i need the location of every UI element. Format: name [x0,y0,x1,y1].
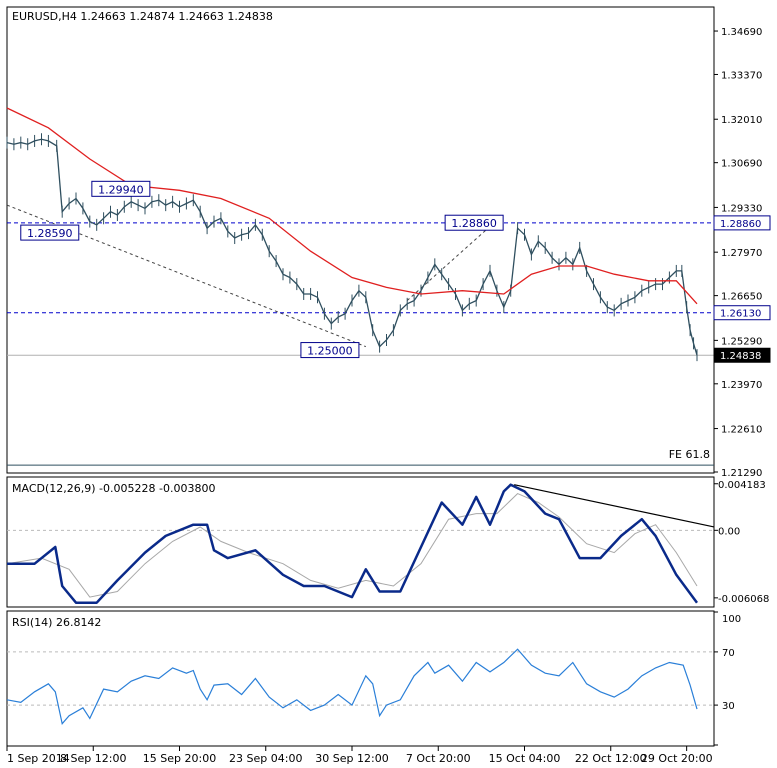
price-tick-label: 1.26650 [721,292,762,303]
time-tick-label: 15 Sep 20:00 [143,752,216,765]
time-tick-label: 8 Sep 12:00 [60,752,126,765]
price-annotation-box [91,180,151,197]
time-tick-label: 1 Sep 2014 [7,752,70,765]
price-tick-label: 1.21290 [721,468,762,479]
price-annotation-label: 1.28860 [451,217,497,230]
level-tag-label: 1.26130 [720,309,761,320]
time-tick-label: 30 Sep 12:00 [315,752,388,765]
macd-line [7,483,699,604]
price-annotation-box [300,342,360,359]
price-layer: 1.28860 1.26130 1.24838 1.29940 1.28590 1.288… [6,107,771,466]
rsi-tick-label: 70 [722,648,735,659]
price-tick-label: 1.23970 [721,380,762,391]
level-tag [713,305,771,321]
fe-label: FE 61.8 [669,448,710,461]
price-annotation-box [20,224,80,241]
rsi-panel-frame [6,610,715,747]
macd-signal-line [6,493,698,598]
price-tick-label: 1.30690 [721,159,762,170]
price-tick-label: 1.27970 [721,248,762,259]
price-axis-ticks: 1.34690 1.33370 1.32010 1.30690 1.29330 1.279… [714,27,762,479]
macd-trend-line [514,484,715,528]
rsi-tick-label: 100 [722,614,741,625]
price-annotation-box [444,214,504,231]
rsi-layer: 100 70 30 [6,611,741,746]
price-tick-label: 1.33370 [721,70,762,81]
trend-line [6,204,366,348]
time-tick-label: 23 Sep 04:00 [229,752,302,765]
price-tick-label: 1.29330 [721,203,762,214]
price-annotation-label: 1.28590 [27,227,73,240]
price-tick-label: 1.22610 [721,425,762,436]
price-tick-label: 1.25290 [721,336,762,347]
time-tick-label: 22 Oct 12:00 [575,752,647,765]
time-tick-label: 15 Oct 04:00 [489,752,561,765]
macd-panel-frame [6,476,715,608]
rsi-tick-label: 30 [722,701,735,712]
price-tick-label: 1.34690 [721,27,762,38]
price-annotation-label: 1.25000 [307,345,353,358]
macd-tick-label: 0.004183 [718,480,766,491]
level-tag [713,215,771,231]
time-tick-label: 29 Oct 20:00 [641,752,713,765]
rsi-title: RSI(14) 26.8142 [12,616,101,629]
price-title: EURUSD,H4 1.24663 1.24874 1.24663 1.2483… [12,10,273,23]
macd-tick-label: 0.00 [718,526,740,537]
price-annotation-label: 1.29940 [98,183,144,196]
price-tick-label: 1.32010 [721,115,762,126]
macd-layer: 0.004183 0.00 -0.006068 [6,480,769,605]
time-tick-label: 7 Oct 20:00 [406,752,471,765]
level-tag-label: 1.28860 [720,219,761,230]
macd-title: MACD(12,26,9) -0.005228 -0.003800 [12,482,215,495]
trend-line [406,221,496,301]
price-panel-frame [6,6,715,474]
macd-tick-label: -0.006068 [718,594,769,605]
level-tag-label: 1.24838 [720,351,761,362]
level-tag [713,347,771,363]
rsi-line [6,648,698,726]
